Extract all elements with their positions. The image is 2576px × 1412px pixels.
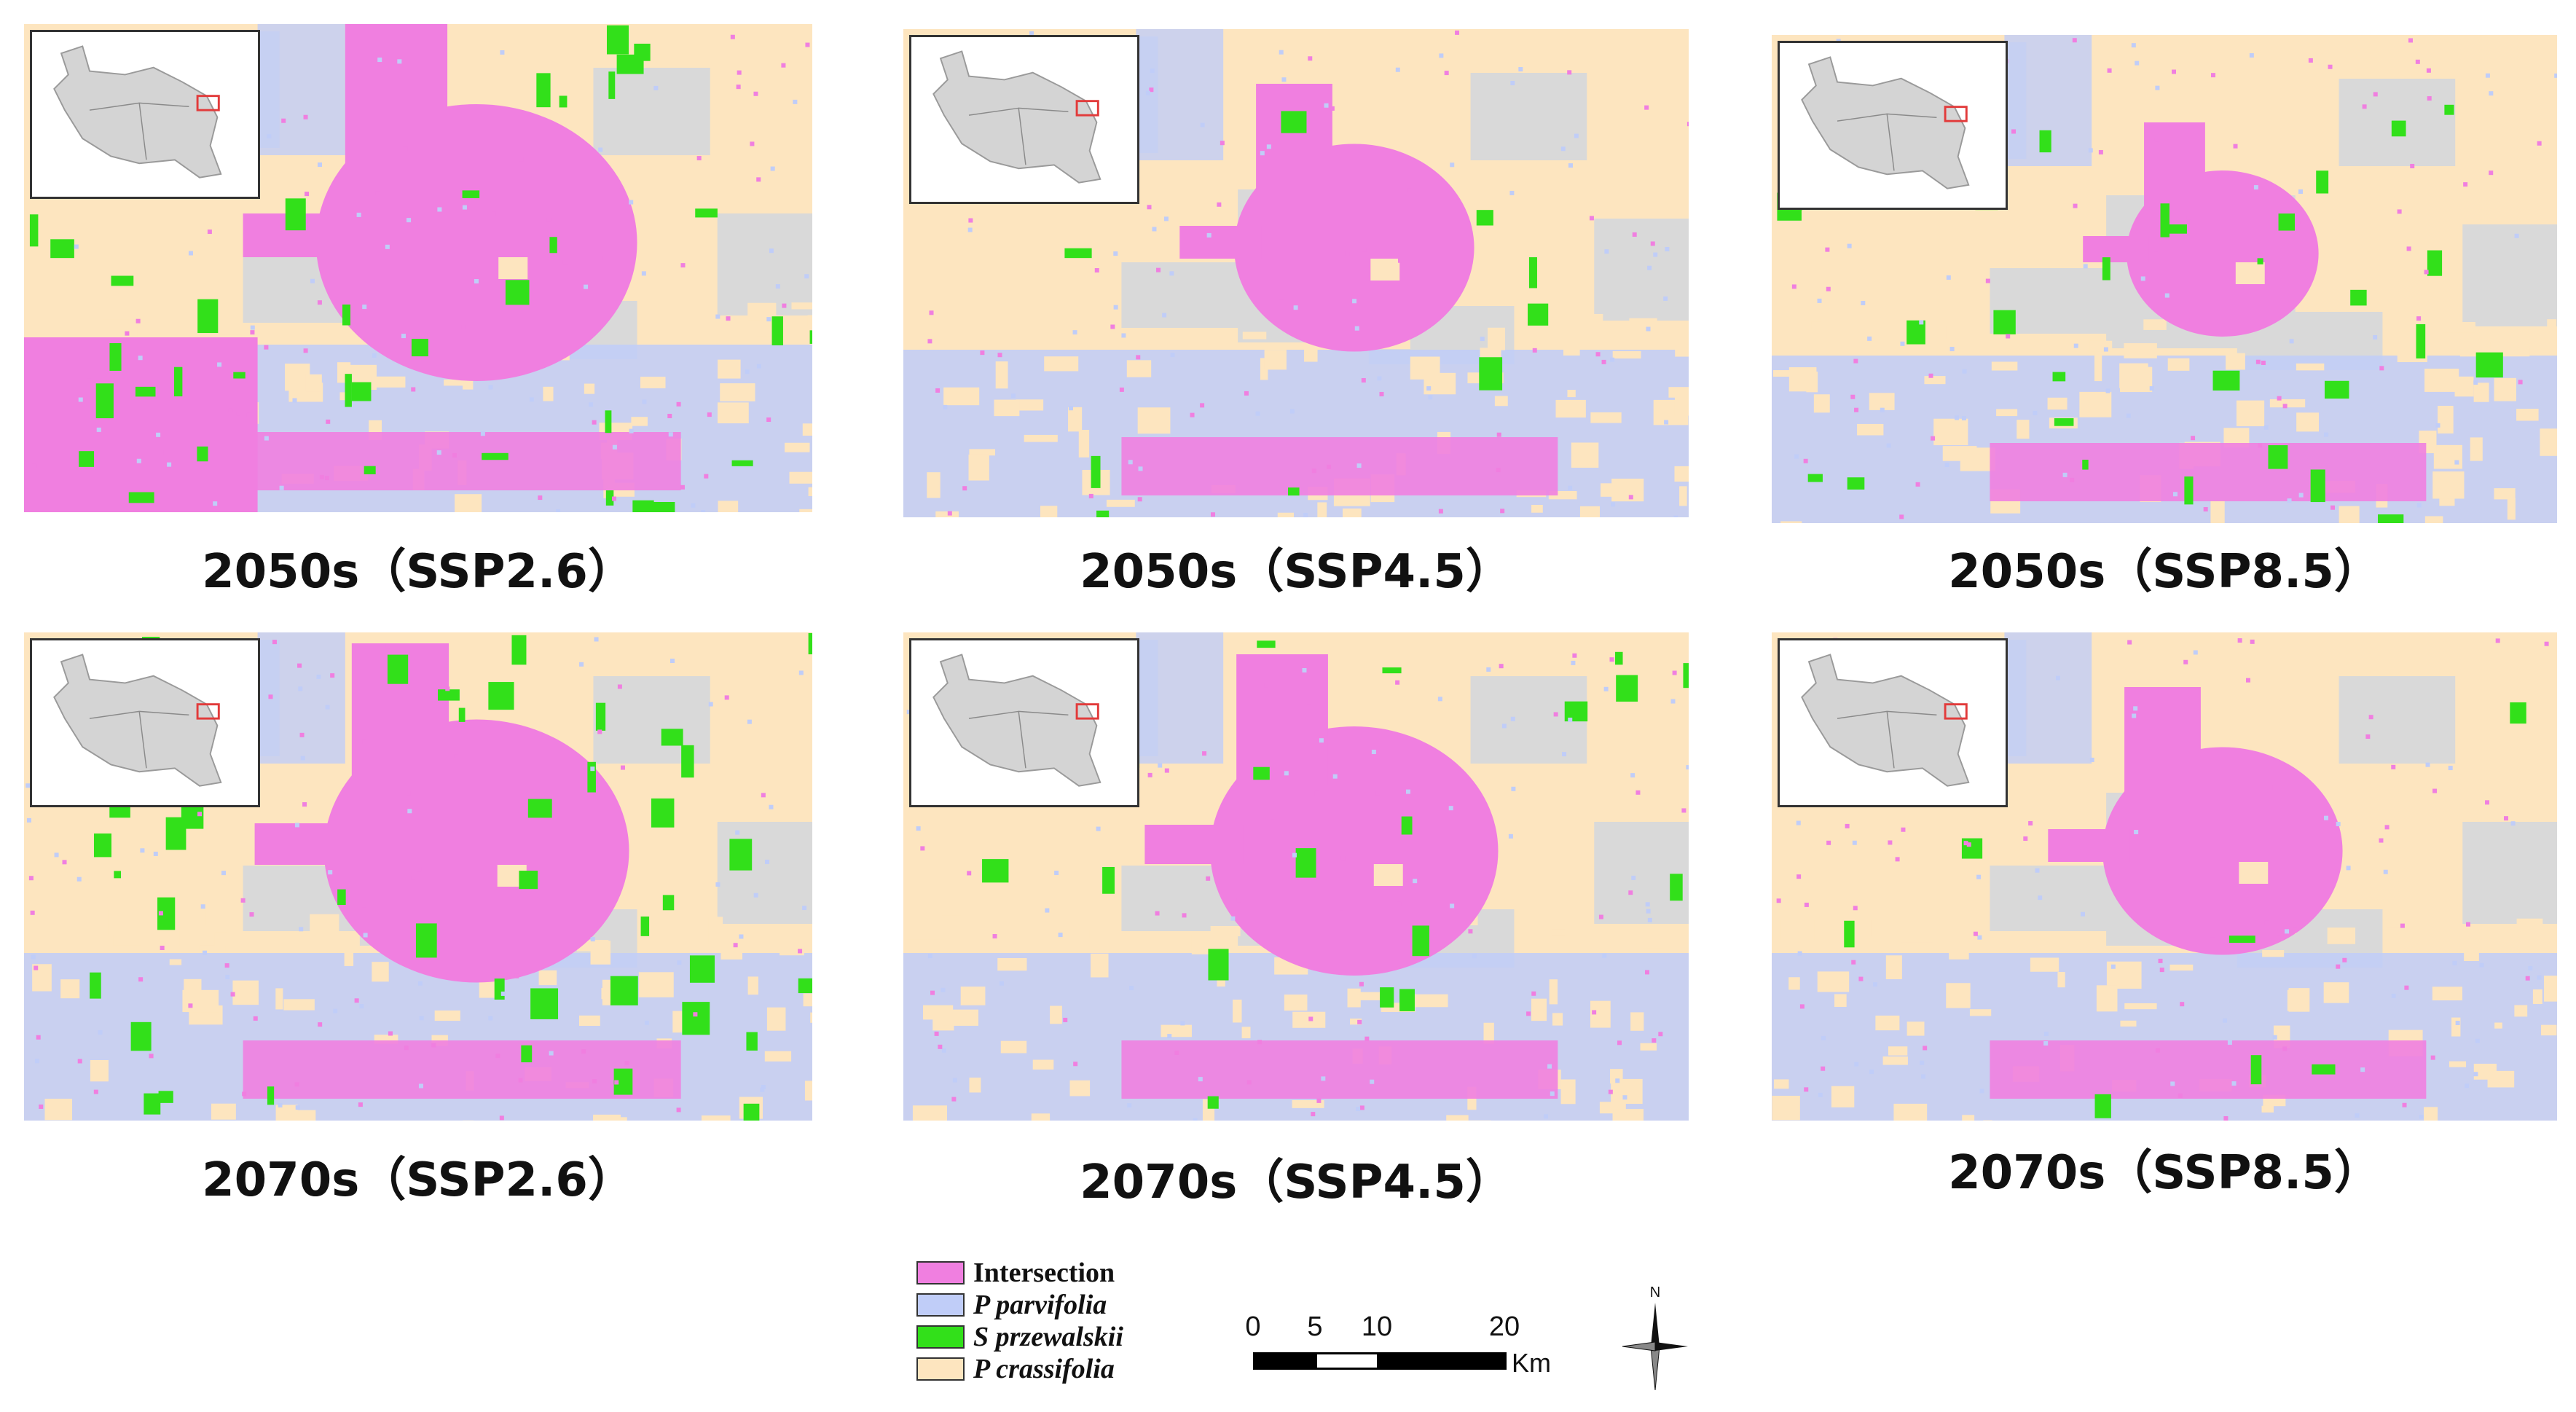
suitability-map bbox=[903, 29, 1689, 517]
suitability-map bbox=[24, 632, 812, 1121]
legend-item: S przewalskii bbox=[916, 1321, 1222, 1353]
panel-caption: 2070s（SSP2.6） bbox=[202, 1153, 635, 1207]
legend-swatch-parvifolia bbox=[916, 1293, 965, 1317]
scale-segment bbox=[1253, 1352, 1317, 1370]
map-panel-2070-ssp45: 2070s（SSP4.5） bbox=[903, 632, 1689, 1215]
legend-label: Intersection bbox=[973, 1258, 1115, 1288]
suitability-map bbox=[24, 24, 812, 512]
scale-segment bbox=[1315, 1352, 1379, 1370]
map-panel-2070-ssp26: 2070s（SSP2.6） bbox=[24, 632, 812, 1215]
inset-locator-map bbox=[909, 638, 1139, 807]
scale-bar: 0 5 10 20 Km bbox=[1238, 1311, 1574, 1392]
panel-caption: 2050s（SSP4.5） bbox=[1080, 545, 1512, 599]
inset-locator-map bbox=[1778, 638, 2008, 807]
scale-tick-label: 0 bbox=[1245, 1311, 1261, 1342]
scale-tick-label: 20 bbox=[1488, 1311, 1520, 1342]
map-panel-2050-ssp85: 2050s（SSP8.5） bbox=[1772, 35, 2557, 618]
suitability-map bbox=[1772, 632, 2557, 1121]
panel-caption: 2050s（SSP8.5） bbox=[1948, 545, 2381, 599]
map-panel-2070-ssp85: 2070s（SSP8.5） bbox=[1772, 632, 2557, 1215]
panel-caption: 2050s（SSP2.6） bbox=[202, 545, 635, 599]
inset-locator-map bbox=[30, 30, 260, 199]
panel-caption: 2070s（SSP8.5） bbox=[1948, 1146, 2381, 1200]
legend-swatch-intersection bbox=[916, 1261, 965, 1284]
map-legend: Intersection P parvifolia S przewalskii … bbox=[916, 1257, 1222, 1385]
inset-locator-map bbox=[909, 35, 1139, 204]
legend-label: P parvifolia bbox=[973, 1290, 1107, 1320]
legend-item: P parvifolia bbox=[916, 1289, 1222, 1321]
suitability-map bbox=[1772, 35, 2557, 523]
legend-swatch-crassifolia bbox=[916, 1357, 965, 1381]
scale-unit: Km bbox=[1512, 1348, 1551, 1378]
map-panel-2050-ssp45: 2050s（SSP4.5） bbox=[903, 29, 1689, 612]
scale-segment bbox=[1377, 1352, 1507, 1370]
scale-tick-label: 10 bbox=[1361, 1311, 1393, 1342]
north-label: N bbox=[1650, 1284, 1660, 1301]
inset-locator-map bbox=[30, 638, 260, 807]
legend-item: P crassifolia bbox=[916, 1353, 1222, 1385]
legend-item: Intersection bbox=[916, 1257, 1222, 1289]
scale-tick-label: 5 bbox=[1307, 1311, 1323, 1342]
legend-label: S przewalskii bbox=[973, 1322, 1123, 1352]
north-arrow-icon: N bbox=[1611, 1281, 1699, 1397]
legend-label: P crassifolia bbox=[973, 1354, 1115, 1384]
suitability-map bbox=[903, 632, 1689, 1121]
map-panel-2050-ssp26: 2050s（SSP2.6） bbox=[24, 24, 812, 607]
inset-locator-map bbox=[1778, 41, 2008, 210]
legend-swatch-przewalskii bbox=[916, 1325, 965, 1349]
panel-caption: 2070s（SSP4.5） bbox=[1080, 1156, 1512, 1209]
